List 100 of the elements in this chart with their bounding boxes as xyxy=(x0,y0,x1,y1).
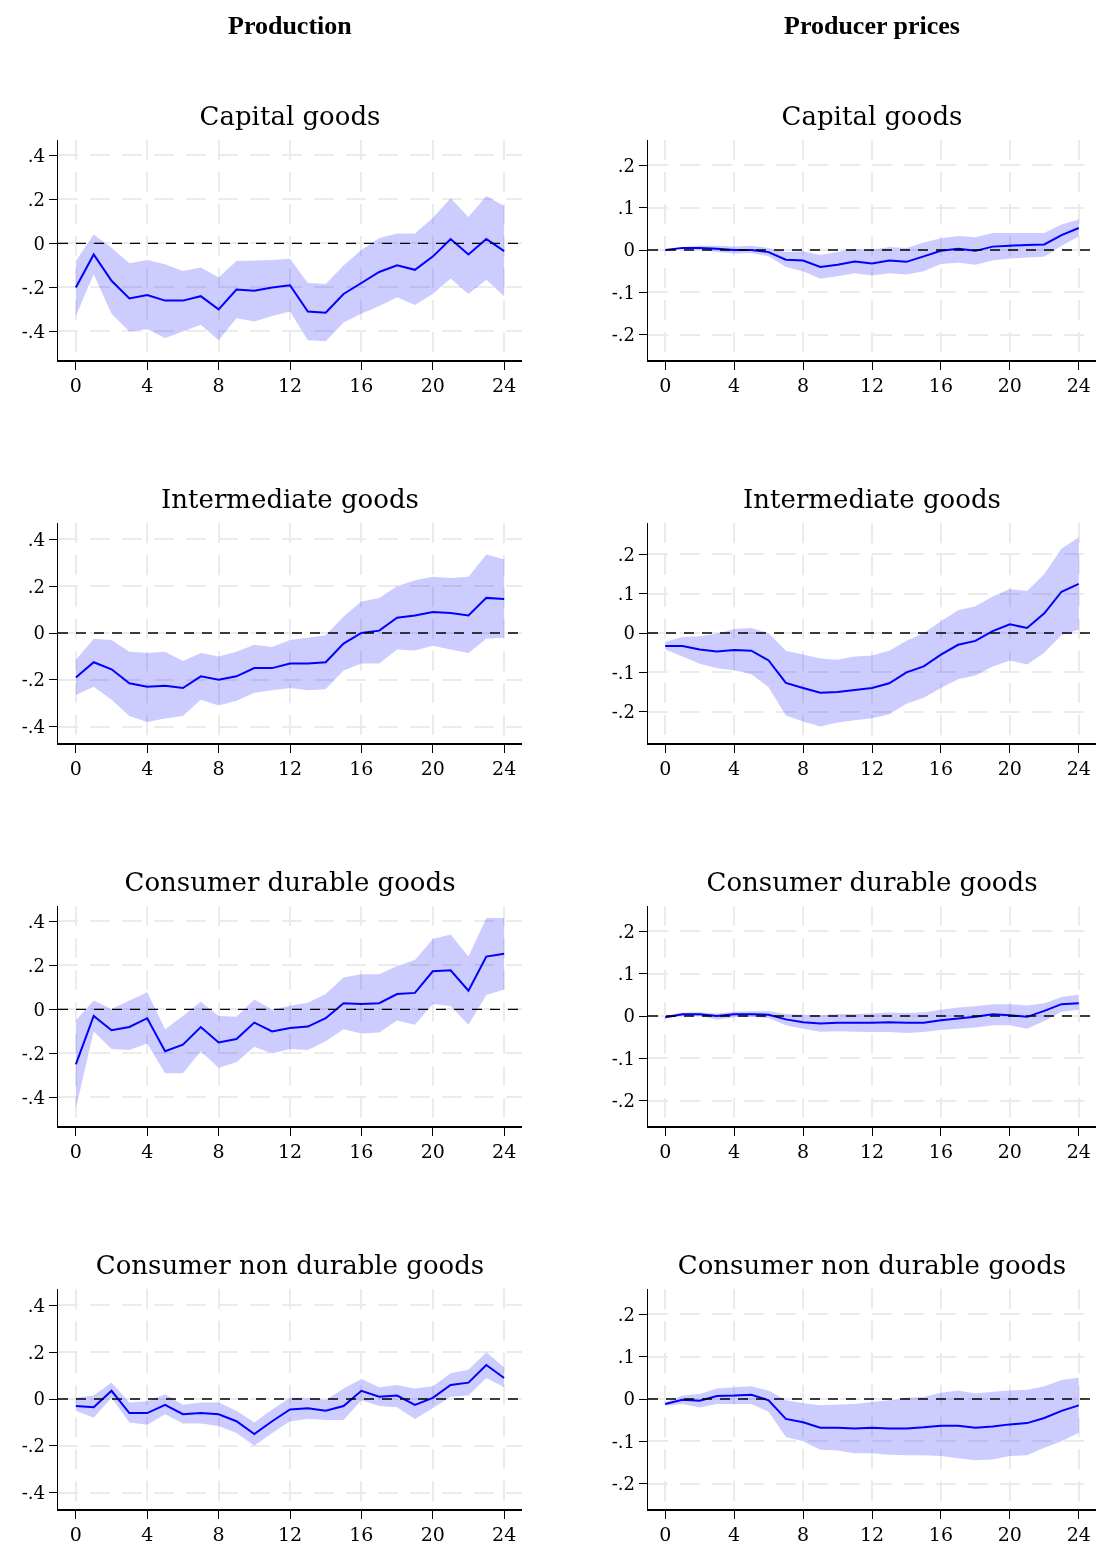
x-tick-label: 4 xyxy=(141,1140,154,1163)
y-tick-label: .2 xyxy=(617,1303,635,1325)
x-tick-label: 20 xyxy=(997,757,1022,780)
y-tick-label: -.2 xyxy=(611,700,635,722)
chart-title: Consumer durable goods xyxy=(124,867,456,898)
x-tick-label: 8 xyxy=(212,757,225,780)
x-tick-label: 12 xyxy=(277,757,303,780)
x-tick-label: 20 xyxy=(420,757,445,780)
y-tick-label: 0 xyxy=(623,622,635,644)
x-tick-label: 0 xyxy=(69,1523,82,1546)
x-tick-label: 24 xyxy=(492,1523,517,1546)
y-tick-label: -.4 xyxy=(21,1086,45,1108)
y-tick-label: .4 xyxy=(27,910,45,932)
x-tick-label: 20 xyxy=(420,374,445,397)
x-tick-label: 0 xyxy=(69,1140,82,1163)
x-tick-label: 8 xyxy=(797,374,810,397)
chart-title: Capital goods xyxy=(199,101,381,132)
x-tick-label: 16 xyxy=(349,757,374,780)
line-series xyxy=(664,582,1080,694)
y-tick-label: .2 xyxy=(617,543,635,565)
line-series xyxy=(74,952,506,1066)
line-series xyxy=(664,1393,1080,1430)
y-tick-label: 0 xyxy=(33,232,45,254)
x-tick-label: 12 xyxy=(859,374,885,397)
x-tick-label: 0 xyxy=(659,757,672,780)
y-tick-label: -.2 xyxy=(21,276,45,298)
line-series xyxy=(74,238,506,314)
y-tick-label: .2 xyxy=(27,575,45,597)
x-tick-label: 4 xyxy=(728,1523,741,1546)
y-tick-label: .1 xyxy=(617,1345,635,1367)
x-tick-label: 20 xyxy=(997,1140,1022,1163)
x-tick-label: 20 xyxy=(997,374,1022,397)
y-tick-label: -.2 xyxy=(611,323,635,345)
y-tick-label: .2 xyxy=(27,188,45,210)
x-tick-label: 24 xyxy=(1066,1140,1091,1163)
x-tick-label: 4 xyxy=(141,757,154,780)
chart-title: Consumer durable goods xyxy=(706,867,1038,898)
chart-subtitle: Producer prices xyxy=(784,11,960,40)
x-tick-label: 0 xyxy=(659,374,672,397)
x-tick-label: 20 xyxy=(420,1523,445,1546)
x-tick-label: 24 xyxy=(1066,374,1091,397)
y-tick-label: .4 xyxy=(27,144,45,166)
x-tick-label: 24 xyxy=(492,374,517,397)
x-tick-label: 16 xyxy=(349,1523,374,1546)
x-tick-label: 16 xyxy=(928,757,954,780)
chart-title: Capital goods xyxy=(781,101,963,132)
y-tick-label: .4 xyxy=(27,1294,45,1316)
y-tick-label: 0 xyxy=(33,622,45,644)
x-tick-label: 16 xyxy=(928,1523,954,1546)
chart-subtitle: Production xyxy=(228,11,353,40)
y-tick-label: -.4 xyxy=(21,1481,45,1503)
x-tick-label: 16 xyxy=(928,1140,954,1163)
x-tick-label: 4 xyxy=(728,757,741,780)
y-tick-label: .1 xyxy=(617,962,635,984)
x-tick-label: 8 xyxy=(797,757,810,780)
x-tick-label: 4 xyxy=(141,1523,154,1546)
x-tick-label: 0 xyxy=(659,1140,672,1163)
x-tick-label: 0 xyxy=(659,1523,672,1546)
y-tick-label: -.2 xyxy=(611,1472,635,1494)
y-tick-label: 0 xyxy=(33,1388,45,1410)
y-tick-label: .2 xyxy=(27,954,45,976)
y-tick-label: -.4 xyxy=(21,715,45,737)
x-tick-label: 8 xyxy=(212,1140,225,1163)
y-tick-label: -.2 xyxy=(21,1042,45,1064)
y-tick-label: .1 xyxy=(617,583,635,605)
line-series xyxy=(664,227,1080,268)
y-tick-label: -.1 xyxy=(611,281,635,303)
x-tick-label: 4 xyxy=(141,374,154,397)
x-tick-label: 8 xyxy=(797,1140,810,1163)
y-tick-label: -.1 xyxy=(611,661,635,683)
y-tick-label: .2 xyxy=(617,154,635,176)
chart-title: Intermediate goods xyxy=(743,484,1001,515)
x-tick-label: 12 xyxy=(277,1140,303,1163)
x-tick-label: 24 xyxy=(1066,1523,1091,1546)
y-tick-label: .4 xyxy=(27,528,45,550)
line-series xyxy=(74,596,506,689)
x-tick-label: 16 xyxy=(928,374,954,397)
x-tick-label: 16 xyxy=(349,374,374,397)
y-tick-label: -.2 xyxy=(21,1435,45,1457)
x-tick-label: 20 xyxy=(420,1140,445,1163)
x-tick-label: 0 xyxy=(69,757,82,780)
chart-title: Consumer non durable goods xyxy=(677,1250,1067,1281)
x-tick-label: 4 xyxy=(728,1140,741,1163)
y-tick-label: 0 xyxy=(623,1388,635,1410)
y-tick-label: 0 xyxy=(623,239,635,261)
y-tick-label: -.1 xyxy=(611,1047,635,1069)
y-tick-label: .2 xyxy=(27,1341,45,1363)
x-tick-label: 12 xyxy=(277,1523,303,1546)
x-tick-label: 12 xyxy=(277,374,303,397)
x-tick-label: 12 xyxy=(859,1140,885,1163)
x-tick-label: 8 xyxy=(797,1523,810,1546)
x-tick-label: 4 xyxy=(728,374,741,397)
x-tick-label: 12 xyxy=(859,1523,885,1546)
y-tick-label: .1 xyxy=(617,196,635,218)
chart-title: Consumer non durable goods xyxy=(95,1250,485,1281)
x-tick-label: 24 xyxy=(492,757,517,780)
x-tick-label: 24 xyxy=(1066,757,1091,780)
y-tick-label: -.1 xyxy=(611,1430,635,1452)
y-tick-label: 0 xyxy=(33,998,45,1020)
x-tick-label: 0 xyxy=(69,374,82,397)
